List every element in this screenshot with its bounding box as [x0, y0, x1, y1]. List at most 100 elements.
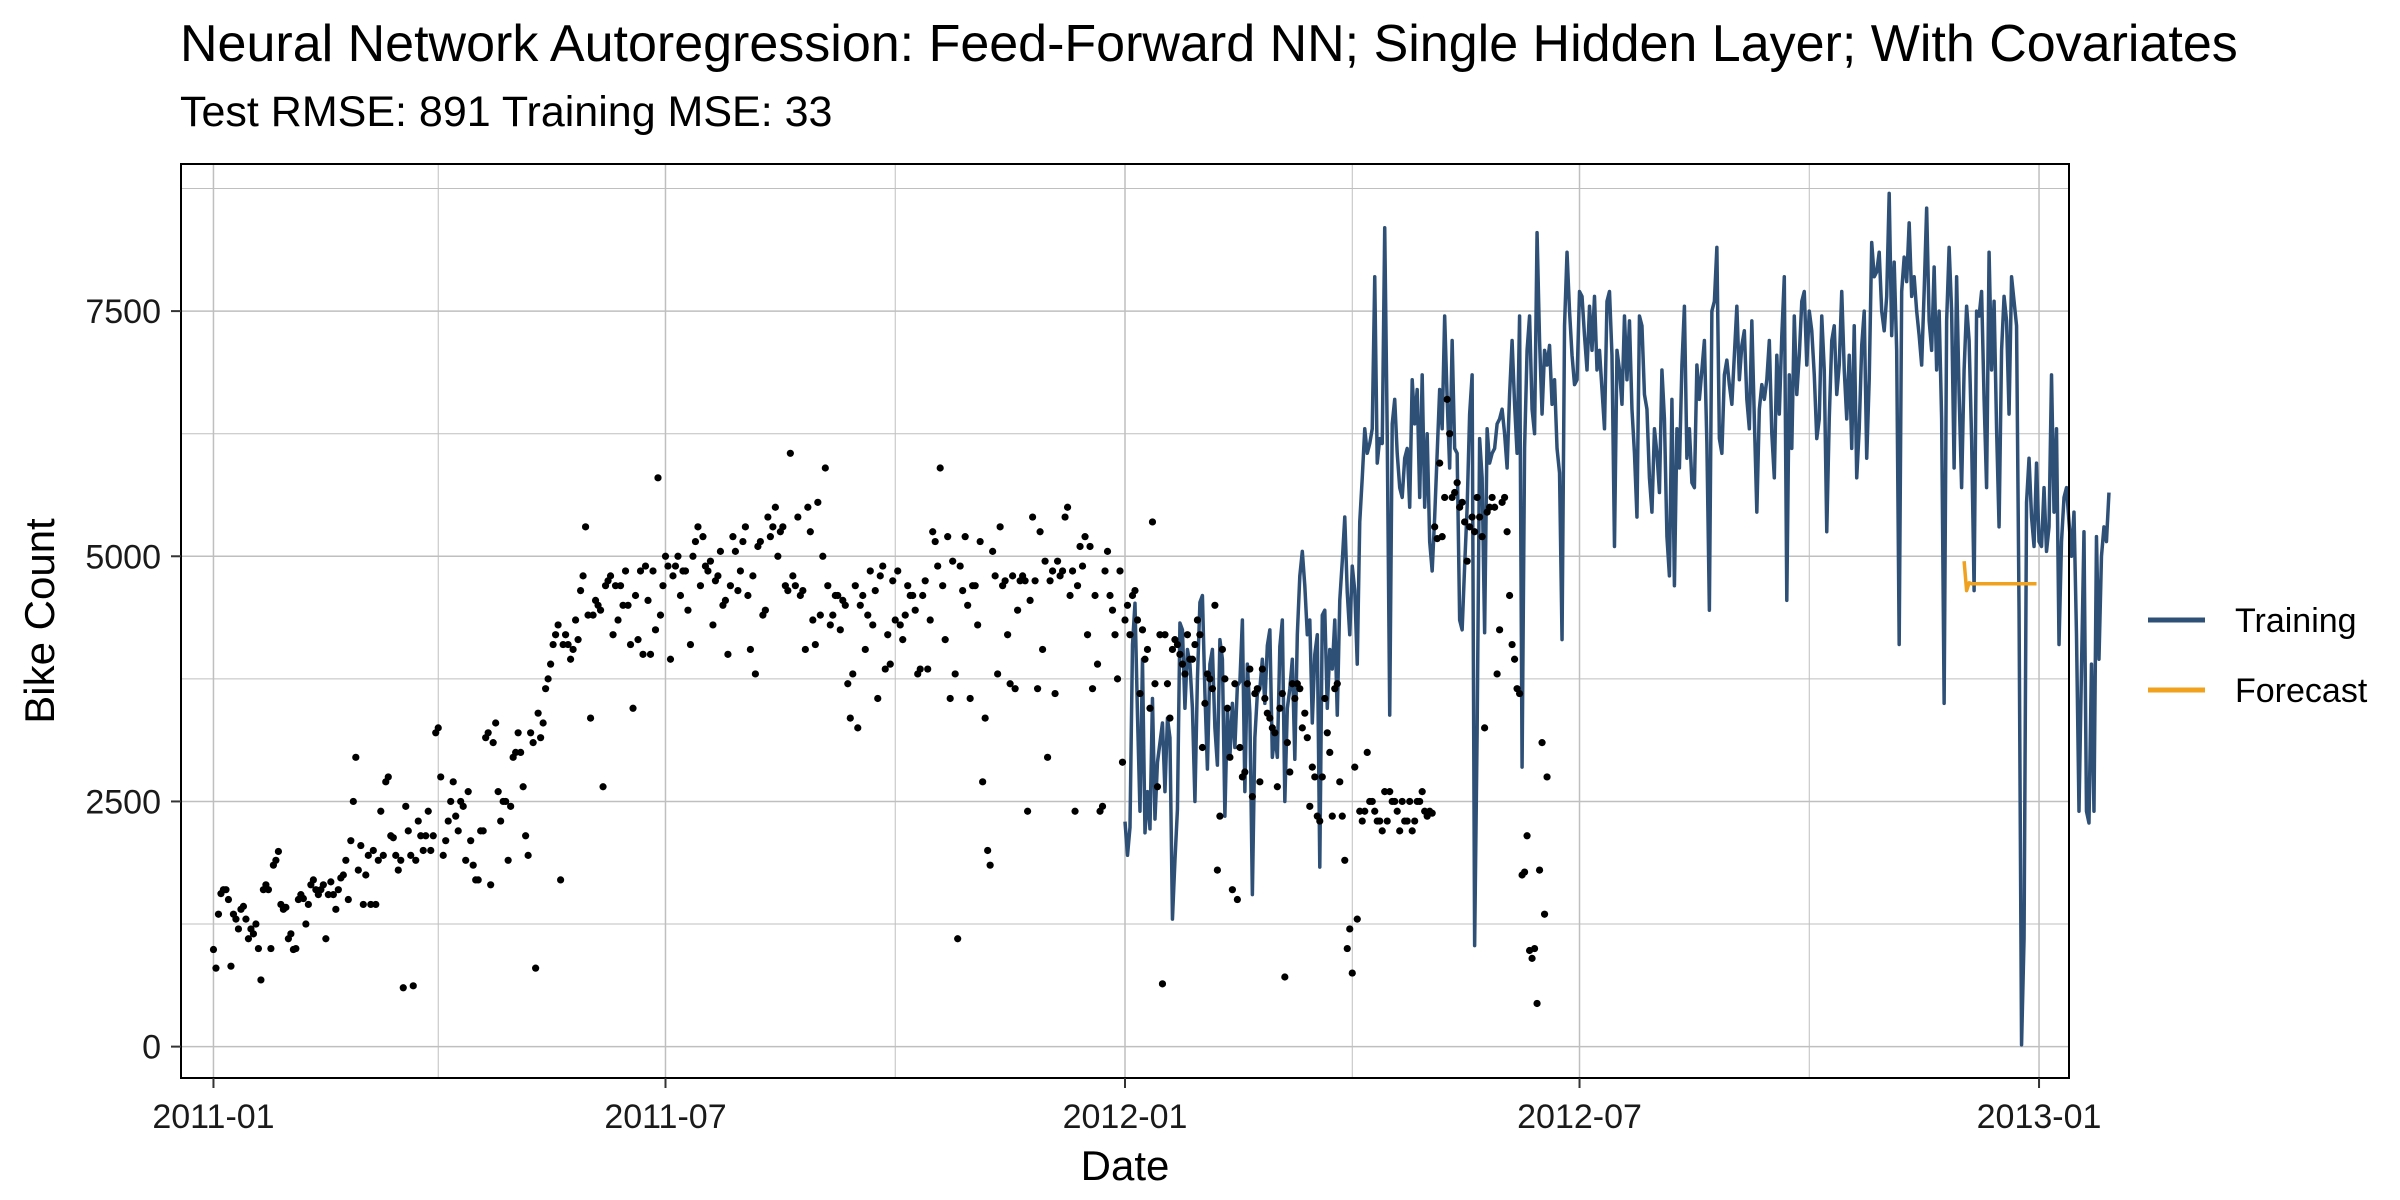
data-point	[1146, 704, 1154, 712]
data-point	[639, 650, 647, 658]
data-point	[1014, 606, 1022, 614]
data-point	[1341, 856, 1349, 864]
data-point	[871, 587, 879, 595]
data-point	[1436, 459, 1444, 467]
data-point	[1418, 788, 1426, 796]
data-point	[287, 930, 295, 938]
data-point	[991, 572, 999, 580]
data-point	[1236, 743, 1244, 752]
data-point	[611, 582, 620, 590]
data-point	[1368, 797, 1376, 806]
data-point	[1396, 827, 1404, 835]
data-point	[1036, 528, 1044, 536]
data-point	[824, 582, 832, 590]
data-point	[1181, 670, 1189, 678]
data-point	[651, 626, 660, 634]
data-point	[522, 832, 530, 840]
data-point	[1391, 797, 1399, 806]
data-point	[417, 832, 425, 840]
data-point	[1071, 807, 1079, 815]
data-point	[971, 582, 979, 590]
data-point	[846, 714, 854, 722]
y-tick-label: 5000	[85, 538, 161, 576]
data-point	[257, 976, 265, 984]
data-point	[1491, 503, 1499, 511]
data-point	[869, 621, 877, 629]
data-point	[946, 694, 954, 703]
chart-subtitle: Test RMSE: 891 Training MSE: 33	[180, 88, 833, 136]
series-line-training	[1123, 191, 2111, 1047]
data-point	[267, 944, 275, 953]
data-point	[264, 886, 273, 894]
chart-title: Neural Network Autoregression: Feed-Forw…	[180, 15, 2238, 73]
data-point	[1091, 591, 1099, 600]
data-point	[744, 591, 752, 600]
data-point	[467, 837, 475, 845]
data-point	[1316, 817, 1324, 825]
data-point	[1326, 748, 1334, 757]
data-point	[881, 665, 889, 673]
data-point	[1116, 567, 1124, 575]
data-point	[1348, 969, 1356, 977]
data-point	[1176, 650, 1184, 658]
data-point	[619, 601, 627, 609]
data-point	[926, 616, 934, 624]
data-point	[856, 601, 864, 609]
data-point	[916, 665, 924, 673]
data-point	[1428, 809, 1436, 817]
data-point	[1226, 753, 1234, 761]
data-point	[1416, 797, 1424, 806]
data-point	[1243, 680, 1251, 688]
data-point	[1361, 807, 1369, 815]
data-point	[671, 562, 680, 570]
data-point	[1048, 567, 1057, 575]
data-point	[434, 724, 442, 732]
data-point	[359, 900, 367, 909]
data-point	[656, 611, 665, 619]
data-point	[324, 891, 332, 899]
data-point	[1208, 685, 1217, 693]
data-point	[909, 591, 917, 600]
data-point	[1021, 577, 1029, 585]
data-point	[1231, 680, 1239, 688]
data-point	[811, 640, 819, 649]
data-point	[1496, 626, 1504, 634]
data-point	[1281, 973, 1289, 981]
data-point	[809, 616, 817, 624]
data-point	[986, 861, 994, 869]
data-point	[1223, 704, 1231, 712]
data-point	[504, 856, 512, 864]
data-point	[1183, 631, 1192, 639]
data-point	[1406, 797, 1414, 806]
data-point	[1363, 748, 1371, 757]
data-point	[1138, 626, 1147, 634]
data-point	[789, 572, 797, 580]
data-point	[616, 582, 625, 590]
data-point	[1083, 631, 1092, 639]
data-point	[1461, 518, 1469, 526]
data-point	[1041, 557, 1049, 565]
data-point	[659, 582, 667, 590]
data-point	[876, 572, 884, 580]
data-point	[1193, 616, 1202, 624]
data-point	[1271, 729, 1279, 737]
data-point	[684, 606, 692, 614]
data-point	[889, 577, 897, 585]
data-point	[1471, 528, 1479, 536]
data-point	[489, 739, 497, 747]
data-point	[841, 601, 849, 609]
data-point	[661, 552, 670, 560]
data-point	[939, 582, 947, 590]
data-point	[369, 846, 377, 855]
data-point	[976, 537, 984, 546]
data-point	[322, 935, 330, 943]
data-point	[771, 503, 779, 511]
data-point	[1024, 807, 1032, 815]
data-point	[911, 606, 919, 614]
data-point	[866, 567, 874, 575]
series-layer	[1123, 191, 2111, 1047]
data-point	[1291, 694, 1299, 703]
data-point	[1323, 729, 1331, 737]
legend-label-forecast: Forecast	[2235, 672, 2368, 710]
data-point	[696, 582, 705, 590]
